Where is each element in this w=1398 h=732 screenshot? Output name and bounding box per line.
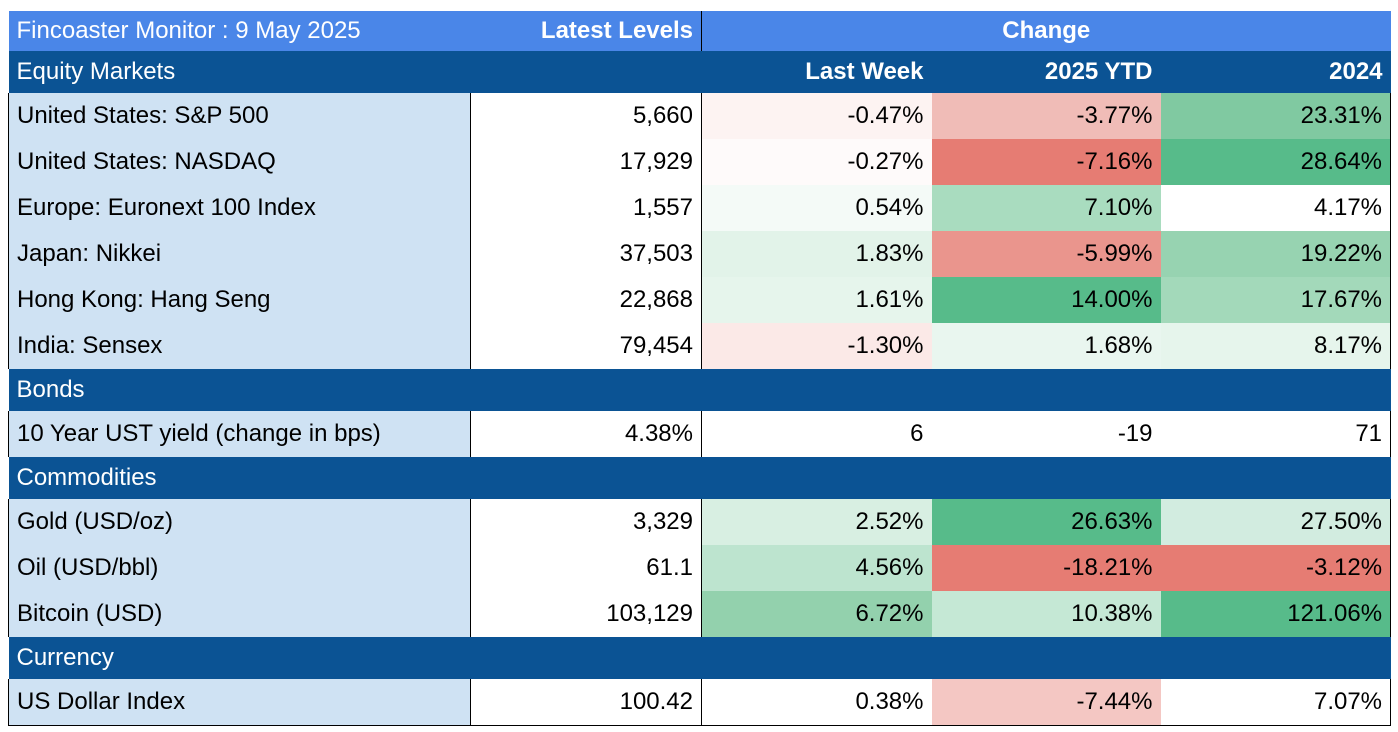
- row-label: India: Sensex: [8, 323, 471, 369]
- ytd-change: 7.10%: [931, 185, 1161, 231]
- last-week-change: -1.30%: [701, 323, 932, 369]
- latest-level-value: 4.38%: [470, 411, 702, 457]
- title-row: Fincoaster Monitor : 9 May 2025 Latest L…: [8, 11, 1391, 51]
- section-header-blank: [470, 637, 1391, 679]
- row-label: Japan: Nikkei: [8, 231, 471, 277]
- section-header-blank: [470, 51, 702, 93]
- latest-level-value: 79,454: [470, 323, 702, 369]
- section-header-currency: Currency: [8, 637, 1391, 679]
- latest-level-value: 1,557: [470, 185, 702, 231]
- last-week-change: 1.83%: [701, 231, 932, 277]
- ytd-change: -7.44%: [931, 679, 1161, 726]
- prior-year-change: -3.12%: [1160, 545, 1392, 591]
- fincoaster-monitor: Fincoaster Monitor : 9 May 2025 Latest L…: [8, 11, 1392, 726]
- latest-level-value: 100.42: [470, 679, 702, 726]
- row-label: Europe: Euronext 100 Index: [8, 185, 471, 231]
- table-row: United States: NASDAQ 17,929 -0.27% -7.16% 2…: [8, 139, 1392, 185]
- table-row: Hong Kong: Hang Seng 22,868 1.61% 14.00% 17.…: [8, 277, 1392, 323]
- prior-year-change: 19.22%: [1160, 231, 1392, 277]
- row-label: United States: S&P 500: [8, 93, 471, 139]
- prior-year-change: 17.67%: [1160, 277, 1392, 323]
- last-week-change: 6: [701, 411, 932, 457]
- change-header: Change: [701, 11, 1391, 51]
- row-label: US Dollar Index: [8, 679, 471, 726]
- row-label: 10 Year UST yield (change in bps): [8, 411, 471, 457]
- last-week-change: 2.52%: [701, 499, 932, 545]
- table-row: United States: S&P 500 5,660 -0.47% -3.77% 2…: [8, 93, 1392, 139]
- prior-year-header: 2024: [1160, 51, 1391, 93]
- row-label: United States: NASDAQ: [8, 139, 471, 185]
- prior-year-change: 121.06%: [1160, 591, 1392, 637]
- table-row: Europe: Euronext 100 Index 1,557 0.54% 7.10…: [8, 185, 1392, 231]
- prior-year-change: 27.50%: [1160, 499, 1392, 545]
- market-monitor-table: Fincoaster Monitor : 9 May 2025 Latest L…: [8, 11, 1392, 726]
- ytd-change: 26.63%: [931, 499, 1161, 545]
- section-title: Currency: [8, 637, 471, 679]
- section-title: Bonds: [8, 369, 471, 411]
- report-title: Fincoaster Monitor : 9 May 2025: [8, 11, 471, 51]
- ytd-change: -19: [931, 411, 1161, 457]
- latest-level-value: 17,929: [470, 139, 702, 185]
- last-week-change: 1.61%: [701, 277, 932, 323]
- prior-year-change: 23.31%: [1160, 93, 1392, 139]
- section-header-blank: [470, 457, 1391, 499]
- latest-level-value: 103,129: [470, 591, 702, 637]
- ytd-change: 14.00%: [931, 277, 1161, 323]
- section-header-commodities: Commodities: [8, 457, 1391, 499]
- last-week-change: 0.54%: [701, 185, 932, 231]
- table-row: US Dollar Index 100.42 0.38% -7.44% 7.07%: [8, 679, 1392, 726]
- latest-level-value: 37,503: [470, 231, 702, 277]
- last-week-change: 0.38%: [701, 679, 932, 726]
- last-week-header: Last Week: [701, 51, 932, 93]
- latest-level-value: 61.1: [470, 545, 702, 591]
- prior-year-change: 8.17%: [1160, 323, 1392, 369]
- ytd-change: -7.16%: [931, 139, 1161, 185]
- table-row: India: Sensex 79,454 -1.30% 1.68% 8.17%: [8, 323, 1392, 369]
- section-header-bonds: Bonds: [8, 369, 1391, 411]
- last-week-change: 4.56%: [701, 545, 932, 591]
- table-row: Oil (USD/bbl) 61.1 4.56% -18.21% -3.12%: [8, 545, 1392, 591]
- latest-level-value: 22,868: [470, 277, 702, 323]
- prior-year-change: 4.17%: [1160, 185, 1392, 231]
- row-label: Gold (USD/oz): [8, 499, 471, 545]
- latest-level-value: 3,329: [470, 499, 702, 545]
- latest-level-value: 5,660: [470, 93, 702, 139]
- last-week-change: -0.27%: [701, 139, 932, 185]
- row-label: Oil (USD/bbl): [8, 545, 471, 591]
- last-week-change: 6.72%: [701, 591, 932, 637]
- table-row: Gold (USD/oz) 3,329 2.52% 26.63% 27.50%: [8, 499, 1392, 545]
- section-header-equity-markets: Equity Markets Last Week 2025 YTD 2024: [8, 51, 1391, 93]
- table-row: Japan: Nikkei 37,503 1.83% -5.99% 19.22%: [8, 231, 1392, 277]
- ytd-change: -5.99%: [931, 231, 1161, 277]
- prior-year-change: 7.07%: [1160, 679, 1392, 726]
- latest-levels-header: Latest Levels: [470, 11, 702, 51]
- ytd-change: -18.21%: [931, 545, 1161, 591]
- last-week-change: -0.47%: [701, 93, 932, 139]
- ytd-change: 1.68%: [931, 323, 1161, 369]
- row-label: Bitcoin (USD): [8, 591, 471, 637]
- row-label: Hong Kong: Hang Seng: [8, 277, 471, 323]
- ytd-change: -3.77%: [931, 93, 1161, 139]
- prior-year-change: 28.64%: [1160, 139, 1392, 185]
- ytd-header: 2025 YTD: [931, 51, 1161, 93]
- section-header-blank: [470, 369, 1391, 411]
- prior-year-change: 71: [1160, 411, 1392, 457]
- section-title: Commodities: [8, 457, 471, 499]
- section-title: Equity Markets: [8, 51, 471, 93]
- ytd-change: 10.38%: [931, 591, 1161, 637]
- table-row: 10 Year UST yield (change in bps) 4.38% 6-…: [8, 411, 1392, 457]
- table-row: Bitcoin (USD) 103,129 6.72% 10.38% 121.06%: [8, 591, 1392, 637]
